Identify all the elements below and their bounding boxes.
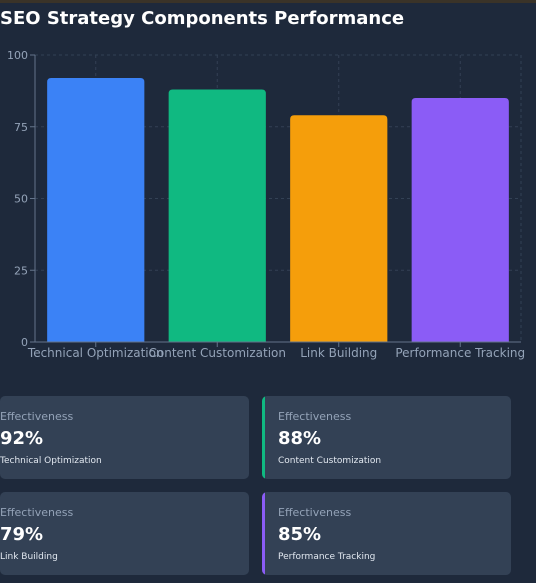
x-tick-label: Technical Optimization: [27, 346, 164, 360]
card-value: 88%: [278, 428, 322, 449]
card-label: Effectiveness: [278, 410, 352, 423]
metric-card-tracking: Effectiveness 85% Performance Tracking: [262, 492, 511, 575]
chart-title: SEO Strategy Components Performance: [0, 8, 405, 29]
y-tick-label: 100: [7, 49, 28, 62]
x-tick-label: Link Building: [300, 346, 377, 360]
card-name: Content Customization: [278, 456, 382, 466]
bar-chart: 0 25 50 75 100 Technical OptimizationContent …: [7, 49, 525, 360]
card-accent: [262, 492, 265, 575]
bar-technical-optimization: [47, 77, 145, 343]
card-name: Performance Tracking: [278, 552, 376, 562]
y-tick-label: 75: [14, 121, 28, 134]
y-tick-label: 50: [14, 193, 28, 206]
metric-card-technical: Effectiveness 92% Technical Optimization: [0, 396, 249, 479]
card-value: 79%: [0, 524, 44, 545]
card-label: Effectiveness: [0, 410, 74, 423]
card-label: Effectiveness: [278, 506, 352, 519]
bar-link-building: [290, 115, 388, 343]
card-label: Effectiveness: [0, 506, 74, 519]
card-name: Link Building: [0, 552, 58, 562]
x-tick-label: Performance Tracking: [395, 346, 525, 360]
top-border: [0, 0, 536, 3]
card-accent: [262, 396, 265, 479]
bar-performance-tracking: [411, 98, 509, 342]
card-name: Technical Optimization: [0, 456, 102, 466]
card-value: 92%: [0, 428, 44, 449]
bar-content-customization: [168, 89, 266, 342]
y-tick-label: 0: [21, 336, 28, 349]
card-value: 85%: [278, 524, 322, 545]
x-tick-label: Content Customization: [149, 346, 286, 360]
y-tick-label: 25: [14, 264, 28, 277]
metric-card-content: Effectiveness 88% Content Customization: [262, 396, 511, 479]
metric-card-links: Effectiveness 79% Link Building: [0, 492, 249, 575]
